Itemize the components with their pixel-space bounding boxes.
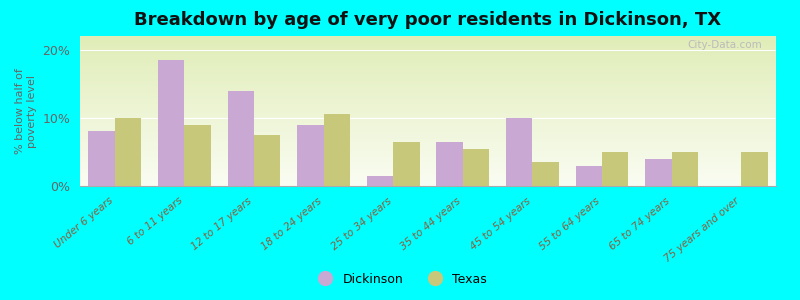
- Bar: [436, 142, 462, 186]
- Bar: [158, 60, 185, 186]
- Text: City-Data.com: City-Data.com: [687, 40, 762, 50]
- Bar: [366, 176, 394, 186]
- Bar: [602, 152, 629, 186]
- Legend: Dickinson, Texas: Dickinson, Texas: [308, 268, 492, 291]
- Y-axis label: % below half of
poverty level: % below half of poverty level: [15, 68, 37, 154]
- Bar: [254, 135, 281, 186]
- Bar: [227, 91, 254, 186]
- Bar: [88, 131, 115, 186]
- Bar: [297, 124, 323, 186]
- Bar: [671, 152, 698, 186]
- Bar: [184, 124, 211, 186]
- Bar: [463, 148, 490, 186]
- Bar: [115, 118, 142, 186]
- Bar: [645, 159, 672, 186]
- Bar: [533, 162, 559, 186]
- Bar: [506, 118, 533, 186]
- Title: Breakdown by age of very poor residents in Dickinson, TX: Breakdown by age of very poor residents …: [134, 11, 722, 29]
- Bar: [323, 114, 350, 186]
- Bar: [742, 152, 768, 186]
- Bar: [575, 166, 602, 186]
- Bar: [394, 142, 420, 186]
